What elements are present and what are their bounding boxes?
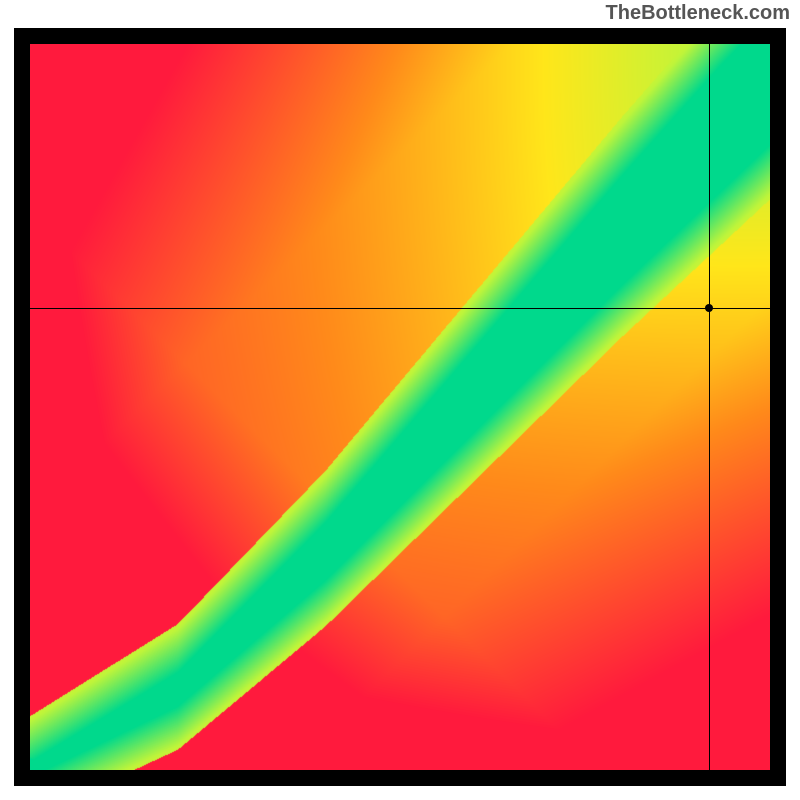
crosshair-vertical-line xyxy=(709,44,710,770)
crosshair-horizontal-line xyxy=(30,308,770,309)
bottleneck-heatmap xyxy=(30,44,770,770)
chart-container: TheBottleneck.com xyxy=(0,0,800,800)
chart-plot-area xyxy=(30,44,770,770)
crosshair-dot xyxy=(705,304,713,312)
chart-frame xyxy=(14,28,786,786)
watermark-text: TheBottleneck.com xyxy=(606,2,790,25)
